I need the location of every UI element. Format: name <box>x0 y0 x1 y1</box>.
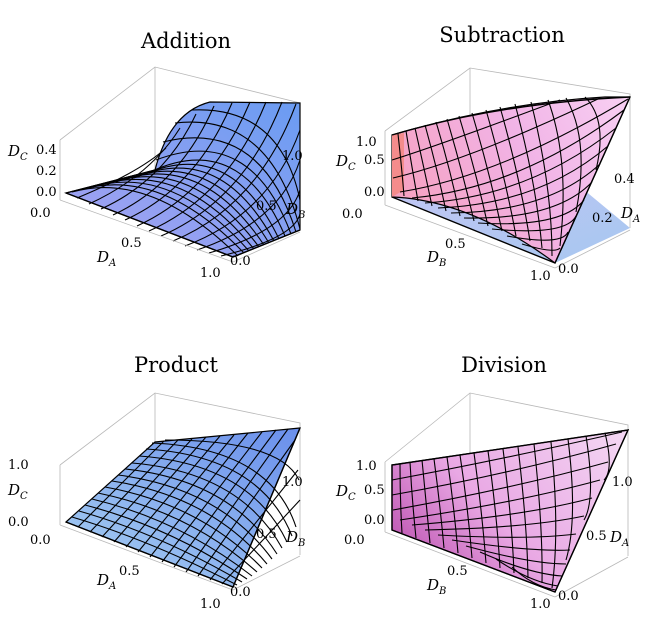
x-tick-label: 0.0 <box>30 533 51 548</box>
x-tick-label: 0.5 <box>121 236 142 251</box>
y-tick-label: 0.5 <box>256 199 277 214</box>
z-tick-label: 0.0 <box>8 515 29 530</box>
y-axis-label: DA <box>620 204 640 225</box>
x-tick-label: 1.0 <box>530 269 551 284</box>
bounding-box-back <box>384 67 631 228</box>
z-tick-label: 1.0 <box>356 135 377 150</box>
y-tick-label: 0.2 <box>592 211 613 226</box>
z-axis-label: DC <box>335 482 356 503</box>
panel-addition: Addition DC 0.4 0.2 0.0 0.0 0.5 <box>7 29 305 281</box>
surface-edge <box>65 427 301 588</box>
surface-mesh <box>65 101 301 257</box>
x-tick-label: 1.0 <box>200 597 221 612</box>
bounding-box-front <box>59 524 234 591</box>
surface-edge <box>391 96 631 264</box>
chart-title: Product <box>134 353 219 377</box>
y-tick-label: 0.4 <box>614 172 635 187</box>
y-axis-label: DA <box>609 528 629 549</box>
bounding-box-front <box>232 231 301 263</box>
surface-subtraction-peak <box>392 133 404 197</box>
surface-edge <box>391 96 631 136</box>
y-tick-label: 0.0 <box>558 589 579 604</box>
y-axis-label: DB <box>285 528 305 549</box>
x-tick-label: 0.5 <box>445 237 466 252</box>
bounding-box-front <box>59 199 234 263</box>
panel-subtraction: Subtraction DC 1.0 0.5 0.0 0.0 0.5 1.0 <box>335 23 640 284</box>
surface-product <box>64 427 301 588</box>
bounding-box-front <box>384 531 556 598</box>
y-tick-label: 0.5 <box>586 529 607 544</box>
chart-title: Division <box>461 353 547 377</box>
z-axis-label: DC <box>7 481 28 502</box>
z-axis-label: DC <box>335 152 356 173</box>
surface-edge <box>65 192 301 258</box>
chart-title: Addition <box>140 29 231 53</box>
x-axis-label: DB <box>426 248 446 269</box>
chart-title: Subtraction <box>439 23 564 47</box>
bounding-box-front <box>232 555 301 591</box>
bounding-box-back <box>59 392 301 555</box>
surface-mesh <box>391 431 623 591</box>
bounding-box-back <box>384 392 629 556</box>
bounding-box-front <box>554 556 629 598</box>
z-axis-label: DC <box>7 142 28 163</box>
x-axis-label: DA <box>96 571 116 592</box>
x-tick-label: 1.0 <box>200 266 221 281</box>
x-axis-label: DA <box>96 248 116 269</box>
surface-mesh <box>391 96 629 257</box>
x-tick-label: 1.0 <box>530 597 551 612</box>
z-tick-label: 0.5 <box>364 483 385 498</box>
x-tick-label: 0.5 <box>447 564 468 579</box>
y-tick-label: 1.0 <box>282 149 303 164</box>
z-tick-label: 0.2 <box>36 164 57 179</box>
z-tick-label: 0.0 <box>36 185 57 200</box>
y-tick-label: 1.0 <box>282 475 303 490</box>
y-tick-label: 0.0 <box>230 254 251 269</box>
bounding-box-front <box>554 229 631 269</box>
z-tick-label: 0.4 <box>36 143 57 158</box>
z-tick-label: 1.0 <box>8 458 29 473</box>
panel-division: Division DC 1.0 0.5 0.0 0.0 0.5 1.0 DB 0… <box>335 353 633 612</box>
panel-product: Product DC 1.0 0.0 0.0 0.5 1.0 DA 0.0 0.… <box>7 353 305 612</box>
y-tick-label: 0.0 <box>558 262 579 277</box>
x-tick-label: 0.0 <box>344 533 365 548</box>
y-tick-label: 0.0 <box>230 585 251 600</box>
y-axis-label: DB <box>285 200 305 221</box>
x-axis-label: DB <box>426 576 446 597</box>
x-tick-label: 0.0 <box>30 206 51 221</box>
surface-edge <box>391 429 630 593</box>
x-tick-label: 0.0 <box>342 207 363 222</box>
y-tick-label: 1.0 <box>612 475 633 490</box>
z-tick-label: 1.0 <box>356 459 377 474</box>
y-tick-label: 0.5 <box>256 527 277 542</box>
z-tick-label: 0.0 <box>364 185 385 200</box>
surface-mesh <box>71 428 301 586</box>
z-tick-label: 0.5 <box>364 153 385 168</box>
bounding-box-front <box>384 204 556 269</box>
x-tick-label: 0.5 <box>119 564 140 579</box>
z-tick-label: 0.0 <box>364 513 385 528</box>
